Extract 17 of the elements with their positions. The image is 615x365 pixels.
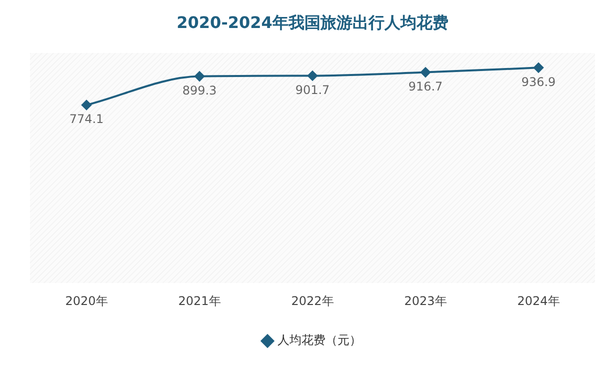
point [82, 100, 92, 110]
x-tick-label: 2023年 [404, 294, 447, 308]
data-label: 936.9 [521, 74, 556, 89]
data-label: 899.3 [182, 83, 217, 98]
point [534, 62, 544, 73]
chart-title: 2020-2024年我国旅游出行人均花费 [176, 12, 448, 32]
data-label: 774.1 [69, 112, 104, 126]
x-tick-label: 2024年 [517, 294, 560, 308]
point [194, 71, 204, 82]
point [308, 70, 318, 81]
x-tick-label: 2022年 [291, 294, 334, 308]
x-tick-label: 2021年 [178, 294, 221, 308]
point [420, 67, 430, 78]
data-label: 916.7 [408, 79, 443, 94]
data-label: 901.7 [295, 82, 330, 97]
x-tick-label: 2020年 [65, 294, 108, 308]
legend-label: 人均花费（元） [278, 333, 362, 348]
